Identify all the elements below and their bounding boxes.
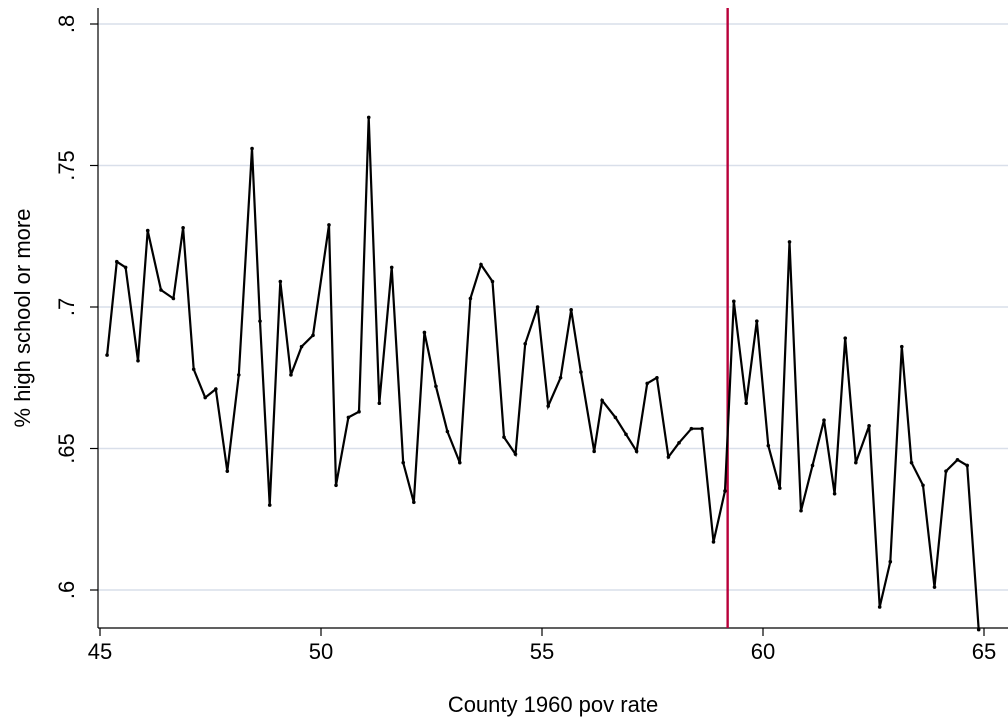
data-point	[799, 508, 803, 513]
data-point	[932, 585, 937, 589]
data-point	[203, 395, 207, 400]
data-point	[334, 483, 338, 488]
y-tick-label: .75	[54, 150, 79, 181]
data-point	[558, 375, 563, 380]
data-point	[592, 449, 596, 454]
data-point	[171, 296, 176, 301]
data-point	[105, 353, 109, 357]
x-axis-title: County 1960 pov rate	[448, 692, 658, 717]
gridlines	[98, 23, 1008, 591]
data-point	[136, 358, 140, 363]
data-point	[732, 299, 736, 304]
series-group	[105, 115, 981, 632]
data-point	[389, 265, 394, 270]
data-point	[843, 336, 848, 340]
data-point	[289, 373, 293, 377]
data-point	[191, 367, 196, 372]
data-point	[114, 259, 119, 264]
data-point	[468, 296, 473, 301]
data-point	[645, 381, 649, 386]
data-point	[513, 452, 518, 456]
data-point	[267, 503, 272, 507]
series-line	[106, 117, 980, 630]
data-point	[723, 489, 727, 493]
data-point	[700, 426, 704, 431]
data-point	[479, 262, 483, 267]
data-point	[412, 500, 416, 505]
data-point	[225, 469, 230, 473]
data-point	[766, 443, 771, 448]
data-point	[299, 344, 304, 349]
data-point	[787, 240, 792, 244]
data-point	[145, 228, 150, 233]
y-tick-label: .7	[54, 298, 79, 316]
data-point	[401, 460, 406, 465]
data-point	[689, 426, 694, 431]
y-axis-ticks: .6 .65 .7 .75 .8	[54, 15, 98, 599]
data-point	[535, 305, 540, 309]
x-axis-ticks: 45 50 55 60 65	[88, 628, 996, 664]
data-point	[434, 384, 438, 389]
y-tick-label: .6	[54, 581, 79, 599]
x-tick-label: 65	[972, 639, 996, 664]
data-point	[655, 375, 659, 380]
x-tick-label: 45	[88, 639, 112, 664]
data-point	[346, 415, 351, 420]
y-tick-label: .8	[54, 15, 79, 33]
data-point	[976, 627, 981, 632]
data-point	[123, 265, 128, 270]
data-point	[490, 279, 495, 284]
data-point	[965, 463, 970, 468]
data-point	[810, 463, 815, 468]
x-tick-label: 55	[530, 639, 554, 664]
data-point	[822, 418, 826, 423]
data-point	[181, 225, 185, 230]
data-point	[579, 370, 583, 374]
y-tick-label: .65	[54, 433, 79, 464]
data-point	[634, 449, 639, 454]
x-tick-label: 60	[751, 639, 775, 664]
data-point	[832, 491, 837, 496]
data-point	[422, 330, 427, 335]
data-point	[854, 460, 858, 465]
data-point	[523, 341, 528, 346]
data-point	[311, 333, 315, 338]
data-point	[214, 387, 218, 391]
data-point	[457, 460, 462, 465]
data-point	[955, 458, 960, 462]
data-point	[944, 469, 948, 473]
data-point	[366, 115, 371, 120]
y-axis-title: % high school or more	[10, 209, 35, 428]
data-point	[258, 319, 262, 323]
data-point	[546, 404, 550, 408]
x-tick-label: 50	[309, 639, 333, 664]
data-point	[613, 415, 618, 420]
data-point	[377, 401, 382, 406]
data-point	[445, 429, 450, 434]
data-point	[711, 540, 716, 544]
data-point	[867, 424, 871, 428]
data-point	[502, 435, 506, 439]
data-point	[569, 308, 573, 312]
data-point	[624, 432, 628, 437]
data-point	[250, 146, 254, 151]
data-point	[777, 486, 782, 490]
data-point	[600, 398, 604, 403]
data-point	[921, 483, 925, 488]
data-point	[899, 344, 904, 349]
data-point	[357, 409, 361, 414]
data-point	[755, 319, 759, 323]
data-point	[236, 373, 241, 377]
data-point	[278, 279, 283, 284]
data-point	[159, 288, 163, 292]
data-point	[677, 441, 681, 445]
data-point	[744, 401, 749, 406]
data-point	[327, 223, 331, 227]
data-point	[877, 605, 882, 609]
data-point	[909, 460, 914, 465]
data-point	[888, 559, 893, 564]
data-point	[666, 455, 671, 459]
